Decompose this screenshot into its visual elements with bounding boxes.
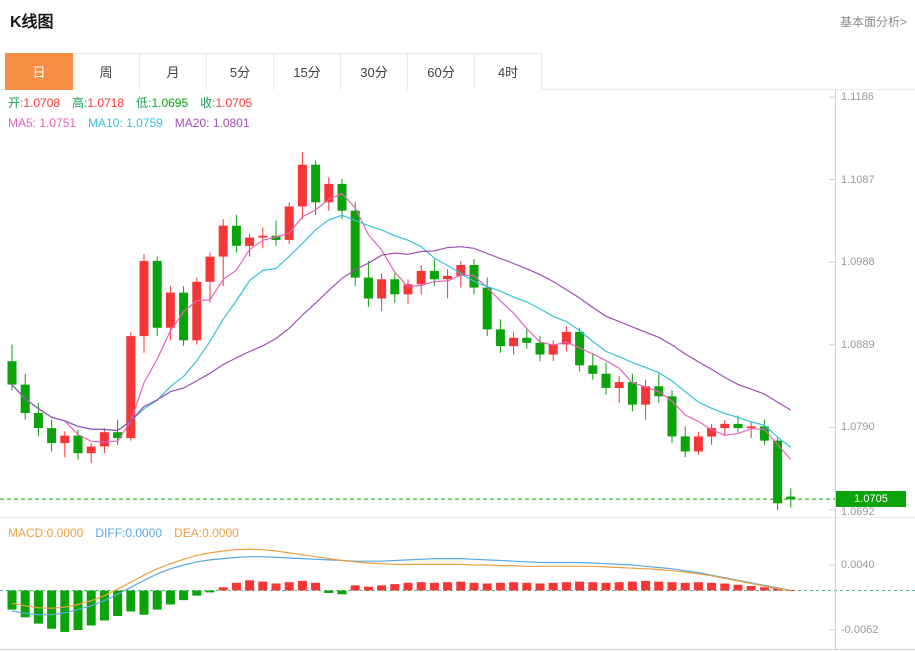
macd-value: MACD:0.0000 bbox=[8, 526, 84, 540]
close-label: 收: bbox=[200, 96, 216, 110]
tab-month[interactable]: 月 bbox=[139, 53, 207, 90]
tab-30min[interactable]: 30分 bbox=[340, 53, 408, 90]
diff-value: DIFF:0.0000 bbox=[95, 526, 163, 540]
tab-4hour[interactable]: 4时 bbox=[474, 53, 542, 90]
ma10-label: MA10: bbox=[88, 116, 123, 130]
dea-value: DEA:0.0000 bbox=[174, 526, 239, 540]
interval-tabbar: 日 周 月 5分 15分 30分 60分 4时 bbox=[0, 53, 915, 90]
ma10-pair: MA10: 1.0759 bbox=[88, 116, 163, 130]
ma5-label: MA5: bbox=[8, 116, 37, 130]
close-value: 1.0705 bbox=[215, 96, 253, 110]
ma20-label: MA20: bbox=[174, 116, 210, 130]
ma-legend: MA5: 1.0751 MA10: 1.0759 MA20: 1.0801 bbox=[8, 116, 262, 130]
y-axis-tick-3: 1.0988 bbox=[841, 256, 875, 268]
y-axis-tick-2: 1.1087 bbox=[841, 174, 875, 186]
low-pair: 低:1.0695 bbox=[136, 96, 188, 110]
tab-day[interactable]: 日 bbox=[5, 53, 73, 90]
macd-axis-tick-1: 0.0040 bbox=[841, 559, 875, 571]
open-pair: 开:1.0708 bbox=[8, 96, 60, 110]
macd-legend: MACD:0.0000 DIFF:0.0000 DEA:0.0000 bbox=[8, 526, 251, 540]
tab-week[interactable]: 周 bbox=[72, 53, 140, 90]
low-value: 1.0695 bbox=[151, 96, 189, 110]
close-pair: 收:1.0705 bbox=[200, 96, 252, 110]
page-title: K线图 bbox=[10, 14, 54, 31]
tab-60min[interactable]: 60分 bbox=[407, 53, 475, 90]
y-axis-tick-4: 1.0889 bbox=[841, 339, 875, 351]
high-pair: 高:1.0718 bbox=[72, 96, 124, 110]
high-label: 高: bbox=[72, 96, 88, 110]
low-label: 低: bbox=[136, 96, 152, 110]
open-label: 开: bbox=[8, 96, 24, 110]
y-axis-tick-6: 1.0692 bbox=[841, 506, 875, 518]
macd-axis-tick-2: -0.0062 bbox=[841, 624, 879, 636]
ma20-value: 1.0801 bbox=[212, 116, 250, 130]
tab-15min[interactable]: 15分 bbox=[273, 53, 341, 90]
fundamental-analysis-link[interactable]: 基本面分析> bbox=[839, 15, 907, 29]
current-price-tag: 1.0705 bbox=[836, 491, 906, 507]
y-axis-tick-5: 1.0790 bbox=[841, 421, 875, 433]
open-value: 1.0708 bbox=[23, 96, 61, 110]
high-value: 1.0718 bbox=[87, 96, 125, 110]
y-axis-tick-1: 1.1186 bbox=[841, 91, 874, 103]
ma20-pair: MA20: 1.0801 bbox=[175, 116, 250, 130]
ma5-value: 1.0751 bbox=[39, 116, 77, 130]
tab-5min[interactable]: 5分 bbox=[206, 53, 274, 90]
ohlc-legend: 开:1.0708 高:1.0718 低:1.0695 收:1.0705 bbox=[8, 94, 264, 111]
ma5-pair: MA5: 1.0751 bbox=[8, 116, 76, 130]
ma10-value: 1.0759 bbox=[126, 116, 163, 130]
